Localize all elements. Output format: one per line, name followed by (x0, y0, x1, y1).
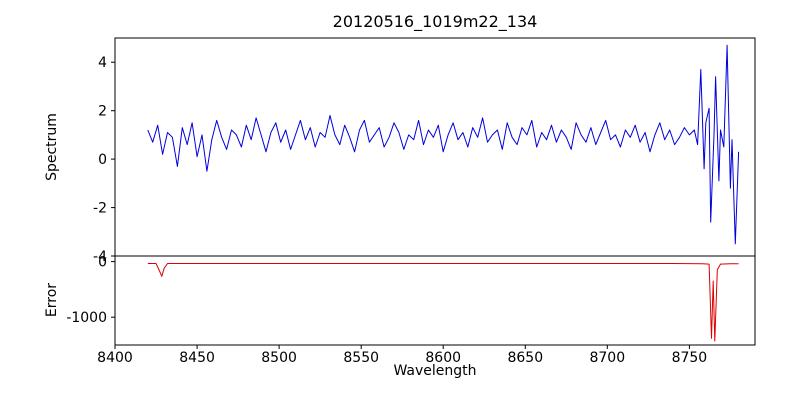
x-tick-label: 8450 (179, 350, 215, 366)
x-axis-label: Wavelength (393, 363, 477, 379)
x-tick-label: 8700 (589, 350, 625, 366)
spectrum-line (147, 44, 740, 245)
x-tick-label: 8550 (343, 350, 379, 366)
spectrum-y-tick-label: 4 (98, 55, 107, 71)
x-tick-label: 8750 (672, 350, 708, 366)
x-tick-label: 8500 (261, 350, 297, 366)
error-line (147, 263, 739, 342)
error-y-tick-label: 0 (98, 255, 107, 271)
spectrum-y-tick-label: 0 (98, 152, 107, 168)
spectrum-y-tick-label: 2 (98, 104, 107, 120)
spectrum-y-tick-label: -4 (93, 249, 107, 265)
x-tick-label: 8400 (97, 350, 133, 366)
x-tick-label: 8600 (425, 350, 461, 366)
error-y-tick-label: -1000 (66, 310, 107, 326)
plot-title: 20120516_1019m22_134 (332, 12, 538, 31)
x-tick-label: 8650 (507, 350, 543, 366)
error-frame (114, 255, 756, 346)
spectrum-y-tick-label: -2 (93, 201, 107, 217)
